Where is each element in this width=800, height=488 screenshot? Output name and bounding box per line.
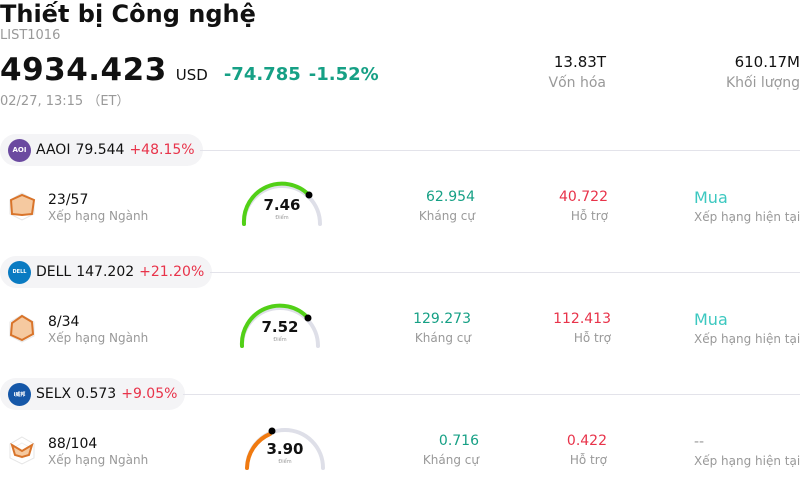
support-value: 112.413 xyxy=(553,311,611,327)
industry-rank: 23/57 Xếp hạng Ngành xyxy=(48,192,148,224)
index-price: 4934.423 xyxy=(0,52,167,88)
industry-rank: 8/34 Xếp hạng Ngành xyxy=(48,314,148,346)
resistance-label: Kháng cự xyxy=(414,331,471,345)
support-label: Hỗ trợ xyxy=(570,209,608,223)
support-label: Hỗ trợ xyxy=(569,453,607,467)
stock-header-aaoi[interactable]: AOI AAOI 79.544 +48.15% xyxy=(0,134,203,166)
score-label: Điểm xyxy=(275,215,289,221)
support-label: Hỗ trợ xyxy=(573,331,611,345)
support: 112.413 Hỗ trợ xyxy=(553,310,611,348)
stock-header-dell[interactable]: DELL DELL 147.202 +21.20% xyxy=(0,256,213,288)
rating-label: Xếp hạng hiện tại xyxy=(694,210,800,224)
score-value: 7.52 xyxy=(261,318,299,336)
stock-pill[interactable]: AOI AAOI 79.544 +48.15% xyxy=(0,134,203,166)
industry-rank-label: Xếp hạng Ngành xyxy=(48,209,149,223)
support: 40.722 Hỗ trợ xyxy=(559,188,608,226)
stock-price: 0.573 xyxy=(76,386,117,402)
volume-stat: 610.17M Khối lượng xyxy=(726,52,800,94)
rating-label: Xếp hạng hiện tại xyxy=(694,454,800,468)
support-value: 0.422 xyxy=(566,433,607,449)
stock-price: 147.202 xyxy=(76,264,135,280)
price-change-pct: -1.52% xyxy=(308,64,379,85)
score-gauge: 3.90 Điểm xyxy=(243,424,333,472)
resistance-value: 62.954 xyxy=(426,189,475,205)
current-rating: Mua Xếp hạng hiện tại xyxy=(694,310,800,348)
resistance-label: Kháng cự xyxy=(422,453,479,467)
resistance-value: 0.716 xyxy=(438,433,479,449)
volume-value: 610.17M xyxy=(734,53,800,71)
divider xyxy=(210,272,800,273)
support-value: 40.722 xyxy=(559,189,608,205)
score-value: 7.46 xyxy=(263,196,301,214)
stock-pill[interactable]: DELL DELL 147.202 +21.20% xyxy=(0,256,213,288)
industry-radar-icon xyxy=(9,436,35,465)
resistance: 62.954 Kháng cự xyxy=(419,188,475,226)
divider xyxy=(183,394,800,395)
index-code: LIST1016 xyxy=(0,28,61,43)
market-cap-label: Vốn hóa xyxy=(548,75,606,91)
currency: USD xyxy=(175,66,208,84)
company-logo-icon: DELL xyxy=(8,260,31,284)
stock-price: 79.544 xyxy=(75,142,125,158)
current-rating: Mua Xếp hạng hiện tại xyxy=(694,188,800,226)
score-gauge: 7.52 Điểm xyxy=(238,302,328,350)
stock-symbol: DELL xyxy=(36,264,72,280)
divider xyxy=(200,150,800,151)
score-gauge: 7.46 Điểm xyxy=(240,180,330,228)
price-change: -74.785 xyxy=(223,64,301,85)
score-label: Điểm xyxy=(278,459,292,465)
rating-value: -- xyxy=(694,434,705,450)
volume-label: Khối lượng xyxy=(725,75,800,91)
stock-pill[interactable]: i威邦 SELX 0.573 +9.05% xyxy=(0,378,186,410)
stock-change-pct: +21.20% xyxy=(139,264,205,280)
industry-rank-value: 23/57 xyxy=(48,192,89,208)
score-value: 3.90 xyxy=(266,440,304,458)
market-cap-stat: 13.83T Vốn hóa xyxy=(549,52,606,94)
company-logo-icon: AOI xyxy=(8,138,31,162)
stock-symbol: SELX xyxy=(36,386,72,402)
stock-change-pct: +48.15% xyxy=(129,142,195,158)
industry-rank-label: Xếp hạng Ngành xyxy=(48,453,149,467)
industry-rank: 88/104 Xếp hạng Ngành xyxy=(48,436,148,468)
support: 0.422 Hỗ trợ xyxy=(567,432,607,470)
industry-rank-value: 88/104 xyxy=(48,436,98,452)
industry-radar-icon xyxy=(9,314,35,343)
stock-header-selx[interactable]: i威邦 SELX 0.573 +9.05% xyxy=(0,378,186,410)
resistance-label: Kháng cự xyxy=(418,209,475,223)
page-title: Thiết bị Công nghệ xyxy=(0,0,256,28)
current-rating: -- Xếp hạng hiện tại xyxy=(694,432,800,470)
stock-symbol: AAOI xyxy=(36,142,71,158)
timestamp: 02/27, 13:15 （ET） xyxy=(0,94,130,109)
industry-radar-icon xyxy=(9,192,36,221)
market-cap-value: 13.83T xyxy=(553,53,606,71)
company-logo-icon: i威邦 xyxy=(8,382,31,406)
industry-rank-value: 8/34 xyxy=(48,314,80,330)
rating-value: Mua xyxy=(694,310,728,329)
price-row: 4934.423 USD -74.785 -1.52% xyxy=(0,52,379,88)
resistance-value: 129.273 xyxy=(413,311,471,327)
industry-rank-label: Xếp hạng Ngành xyxy=(48,331,149,345)
stock-change-pct: +9.05% xyxy=(121,386,178,402)
score-label: Điểm xyxy=(273,337,287,343)
resistance: 129.273 Kháng cự xyxy=(413,310,471,348)
rating-label: Xếp hạng hiện tại xyxy=(694,332,800,346)
resistance: 0.716 Kháng cự xyxy=(423,432,479,470)
rating-value: Mua xyxy=(694,188,728,207)
